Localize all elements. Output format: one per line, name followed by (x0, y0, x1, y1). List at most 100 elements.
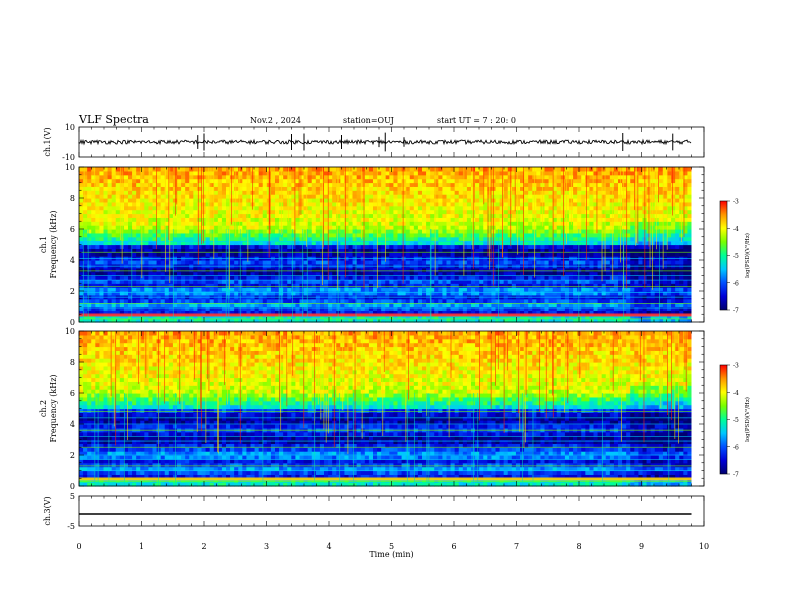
heat-cell (511, 244, 517, 249)
heat-cell (503, 217, 509, 222)
heat-cell (430, 318, 435, 323)
heat-cell (511, 190, 517, 195)
heat-cell (152, 221, 158, 226)
heat-cell (397, 310, 403, 315)
heat-cell (438, 287, 444, 292)
heat-cell (344, 194, 350, 199)
heat-cell (405, 167, 411, 172)
heat-cell (156, 182, 162, 187)
heat-cell (270, 167, 276, 172)
heat-cell (393, 244, 399, 249)
heat-cell (483, 174, 488, 180)
heat-cell (548, 252, 554, 257)
heat-cell (524, 279, 529, 284)
heat-cell (442, 178, 448, 184)
heat-cell (213, 232, 219, 238)
heat-cell (315, 225, 321, 230)
heat-cell (585, 306, 591, 311)
heat-cell (221, 275, 227, 280)
heat-cell (287, 178, 292, 184)
heat-cell (189, 298, 194, 304)
heat-cell (499, 205, 505, 211)
heat-cell (556, 174, 562, 180)
heat-cell (352, 248, 358, 253)
heat-cell (381, 178, 386, 184)
heat-cell (238, 314, 243, 319)
heat-cell (128, 310, 133, 315)
heat-cell (270, 182, 276, 187)
heat-cell (148, 306, 154, 311)
heat-cell (573, 291, 578, 296)
heat-cell (270, 205, 276, 211)
heat-cell (495, 221, 501, 226)
heat-cell (401, 229, 407, 234)
heat-cell (164, 302, 170, 308)
heat-cell (213, 178, 219, 184)
heat-cell (340, 236, 346, 242)
heat-cell (270, 310, 276, 315)
heat-cell (446, 205, 452, 211)
heat-cell (491, 275, 497, 280)
heat-cell (499, 267, 505, 273)
heat-cell (520, 244, 525, 249)
heat-cell (266, 310, 272, 315)
heat-cell (311, 209, 317, 215)
heat-cell (164, 186, 170, 191)
heat-cell (209, 287, 215, 292)
heat-cell (115, 240, 121, 246)
heat-cell (495, 174, 501, 180)
heat-cell (107, 236, 113, 242)
heat-cell (258, 310, 264, 315)
heat-cell (270, 178, 276, 184)
heat-cell (307, 186, 313, 191)
heat-cell (503, 260, 509, 265)
heat-cell (389, 194, 395, 199)
heat-cell (201, 283, 207, 288)
heat-cell (262, 167, 268, 172)
heat-cell (495, 190, 501, 195)
heat-cell (79, 318, 84, 323)
heat-cell (168, 291, 174, 296)
heat-cell (524, 167, 529, 172)
heat-cell (275, 190, 280, 195)
heat-cell (250, 229, 256, 234)
heat-cell (95, 260, 101, 265)
heat-cell (234, 314, 239, 319)
heat-cell (368, 217, 374, 222)
heat-cell (446, 240, 452, 246)
heat-cell (315, 267, 321, 273)
heat-cell (405, 170, 411, 176)
heat-cell (446, 217, 452, 222)
heat-cell (515, 244, 521, 249)
heat-cell (242, 302, 248, 308)
heat-cell (577, 225, 582, 230)
heat-cell (348, 217, 354, 222)
heat-cell (152, 190, 158, 195)
heat-cell (385, 310, 390, 315)
heat-cell (205, 267, 211, 273)
heat-cell (352, 190, 358, 195)
heat-cell (479, 167, 484, 172)
heat-cell (577, 167, 582, 172)
heat-cell (528, 182, 533, 187)
heat-cell (348, 194, 354, 199)
heat-cell (315, 287, 321, 292)
heat-cell (266, 279, 272, 284)
heat-cell (152, 225, 158, 230)
heat-cell (332, 213, 337, 218)
heat-cell (230, 167, 235, 172)
heat-cell (426, 248, 431, 253)
heat-cell (422, 271, 427, 277)
heat-cell (368, 167, 374, 172)
heat-cell (242, 291, 248, 296)
heat-cell (352, 232, 358, 238)
heat-cell (238, 236, 243, 242)
heat-cell (564, 217, 570, 222)
heat-cell (262, 170, 268, 176)
heat-cell (115, 213, 121, 218)
heat-cell (115, 244, 121, 249)
heat-cell (185, 306, 190, 311)
heat-cell (544, 279, 550, 284)
heat-cell (352, 221, 358, 226)
heat-cell (201, 194, 207, 199)
